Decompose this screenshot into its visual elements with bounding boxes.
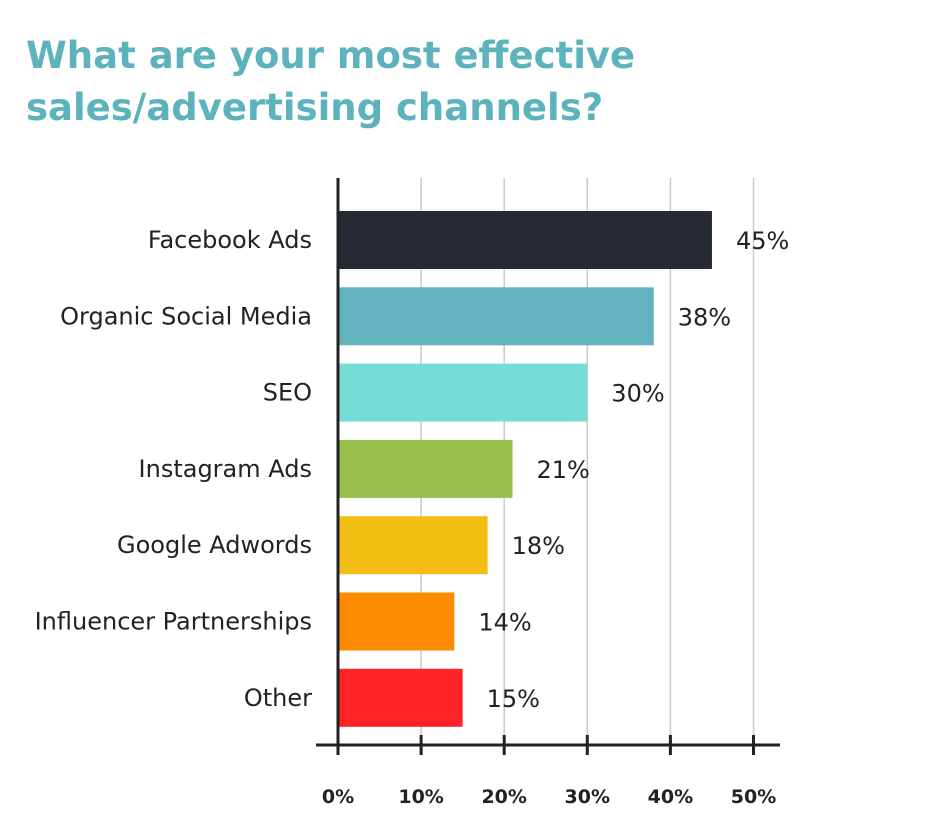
bars xyxy=(339,211,712,727)
labels: 0% 10% 20% 30% 40% 50% Facebook Ads 45% Organic … xyxy=(35,226,790,808)
category-label: Google Adwords xyxy=(117,531,312,559)
value-label: 14% xyxy=(478,609,531,637)
value-label: 21% xyxy=(537,456,590,484)
x-tick-label: 40% xyxy=(648,786,693,808)
value-label: 38% xyxy=(678,303,731,331)
value-label: 45% xyxy=(736,227,789,255)
bar xyxy=(339,363,588,422)
x-tick-label: 10% xyxy=(398,786,443,808)
category-label: Instagram Ads xyxy=(139,455,312,483)
category-label: Organic Social Media xyxy=(60,302,312,330)
category-label: Other xyxy=(244,684,312,712)
category-label: SEO xyxy=(263,379,312,407)
axes xyxy=(316,178,780,755)
x-tick-label: 0% xyxy=(322,786,354,808)
chart-title: What are your most effective sales/adver… xyxy=(26,34,636,129)
bar xyxy=(339,516,488,575)
bar xyxy=(339,287,654,346)
bar xyxy=(339,211,712,269)
x-tick-label: 50% xyxy=(731,786,776,808)
bar xyxy=(339,439,513,498)
x-tick-label: 30% xyxy=(565,786,610,808)
value-label: 15% xyxy=(487,685,540,713)
x-tick-label: 20% xyxy=(481,786,526,808)
value-label: 18% xyxy=(512,532,565,560)
category-label: Influencer Partnerships xyxy=(35,608,312,636)
value-label: 30% xyxy=(611,380,664,408)
category-label: Facebook Ads xyxy=(148,226,312,254)
bar xyxy=(339,668,463,727)
bar xyxy=(339,592,455,651)
